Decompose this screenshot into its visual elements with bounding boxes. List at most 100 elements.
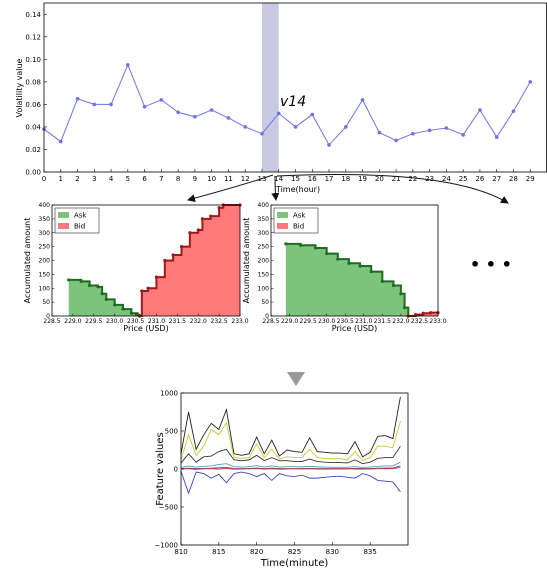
x-tick-label: 230.0: [318, 318, 335, 325]
feature-series-line: [180, 467, 401, 470]
volatility-point: [444, 126, 449, 130]
y-tick-label: 50: [261, 299, 269, 306]
feature-series-line: [180, 445, 401, 465]
y-tick-label: 350: [258, 216, 270, 223]
ask-area: [285, 243, 409, 316]
x-tick-label: 232.5: [411, 318, 428, 325]
bid-point: [146, 286, 150, 290]
y-tick-label: 100: [39, 285, 51, 292]
volatility-point: [293, 125, 298, 129]
x-tick-label: 229.5: [85, 318, 102, 325]
volatility-ylabel: Volatility value: [15, 58, 24, 117]
down-arrow-icon: [287, 372, 305, 386]
legend-swatch-ask: [58, 212, 69, 218]
ask-point: [79, 279, 83, 283]
y-tick-label: 0: [46, 313, 50, 320]
volatility-plot-frame: [43, 2, 547, 173]
x-tick-label: 810: [174, 548, 187, 556]
y-tick-label: 0.08: [25, 78, 41, 86]
x-tick-label: 232.5: [211, 318, 228, 325]
depth-xlabel: Price (USD): [123, 324, 168, 333]
y-tick-label: 250: [258, 244, 270, 251]
x-tick-label: 230.5: [127, 318, 144, 325]
y-tick-label: 0.14: [25, 11, 41, 19]
y-tick-label: 200: [258, 258, 270, 265]
x-tick-label: 29: [526, 175, 535, 183]
volatility-point: [109, 102, 113, 107]
y-tick-label: 100: [258, 285, 270, 292]
order-book-depth-right: 228.5 229.0 229.5 230.0 230.5 231.0 231.5 232.0…: [242, 202, 447, 333]
ask-point: [67, 278, 71, 282]
x-tick-label: 1: [59, 175, 63, 183]
x-tick-label: 231.5: [374, 318, 391, 325]
ask-point: [113, 303, 117, 307]
arrow-to-left-depth: [187, 174, 274, 203]
ask-point: [358, 264, 362, 268]
volatility-point: [276, 111, 281, 116]
order-book-depth-left: 228.5 229.0 229.5 230.0 230.5 231.0 231.5 232.0…: [23, 202, 249, 333]
ask-point: [96, 285, 100, 289]
x-tick-label: 233.0: [429, 318, 446, 325]
feature-xlabel: Time(minute): [260, 558, 329, 569]
volatility-point: [511, 109, 516, 113]
volatility-point: [159, 98, 164, 102]
x-tick-label: 2: [75, 175, 79, 183]
volatility-point: [260, 131, 264, 136]
ask-point: [104, 297, 108, 301]
bid-point: [188, 231, 192, 235]
arrow-to-right-depth: [271, 175, 280, 201]
y-tick-label: 0: [265, 313, 269, 320]
y-tick-label: 350: [39, 216, 51, 223]
bid-point: [200, 217, 204, 221]
x-tick-label: 18: [341, 175, 350, 183]
y-tick-label: 250: [39, 244, 51, 251]
x-tick-label: 20: [375, 175, 384, 183]
x-tick-label: 835: [363, 548, 376, 556]
y-tick-label: 300: [39, 230, 51, 237]
legend-label-ask: Ask: [74, 212, 87, 220]
x-tick-label: 825: [288, 548, 301, 556]
y-tick-label: 400: [258, 202, 270, 209]
x-tick-label: 232.0: [190, 318, 207, 325]
ask-point: [313, 246, 318, 250]
legend-swatch-bid: [277, 223, 288, 229]
y-tick-label: 0.06: [25, 101, 41, 109]
volatility-point: [142, 104, 147, 109]
volatility-point: [75, 96, 80, 101]
x-tick-label: 230.5: [337, 318, 354, 325]
x-tick-label: 11: [224, 175, 233, 183]
ask-point: [391, 283, 396, 288]
y-tick-label: 150: [258, 271, 270, 278]
volatility-point: [528, 80, 533, 84]
y-tick-label: 400: [39, 202, 51, 209]
volatility-point: [92, 102, 97, 107]
ask-point: [129, 311, 133, 315]
x-tick-label: 3: [92, 175, 96, 183]
volatility-point: [377, 130, 382, 135]
x-tick-label: 229.5: [300, 318, 317, 325]
y-tick-label: 300: [258, 230, 270, 237]
bid-point: [414, 313, 418, 317]
arrows: [187, 174, 509, 204]
y-tick-label: 0.10: [25, 56, 41, 64]
y-tick-label: 0.04: [25, 123, 41, 131]
ask-area: [68, 279, 140, 316]
volatility-point: [176, 110, 180, 115]
volatility-point: [411, 131, 415, 136]
x-tick-label: 228.5: [43, 318, 60, 325]
volatility-point: [327, 143, 331, 147]
feature-series-line: [180, 396, 401, 458]
feature-series-line: [180, 461, 401, 468]
depth-ylabel: Accumulated amount: [23, 218, 32, 304]
x-tick-label: 16: [308, 175, 317, 183]
x-tick-label: 820: [250, 548, 263, 556]
x-tick-label: 28: [509, 175, 518, 183]
x-tick-label: 0: [42, 175, 46, 183]
x-tick-label: 830: [326, 548, 339, 556]
volatility-point: [209, 108, 214, 112]
x-tick-label: 232.0: [392, 318, 409, 325]
y-tick-label: 0.12: [25, 33, 41, 41]
bid-point: [171, 253, 175, 257]
y-tick-label: 0.00: [25, 169, 41, 177]
ask-point: [325, 251, 329, 256]
